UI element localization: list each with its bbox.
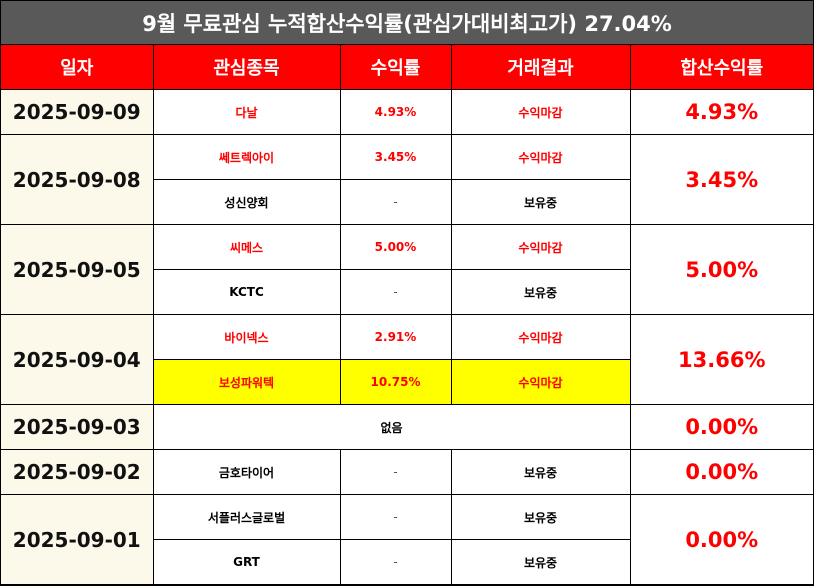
date-cell: 2025-09-08 <box>1 134 154 225</box>
result-cell: 보유중 <box>450 449 631 495</box>
total-return-cell: 4.93% <box>629 89 813 135</box>
stock-cell: 보성파워텍 <box>153 359 341 405</box>
date-cell: 2025-09-03 <box>1 404 154 450</box>
rate-cell: 4.93% <box>339 89 452 135</box>
date-cell: 2025-09-02 <box>1 449 154 495</box>
header-result: 거래결과 <box>450 45 631 90</box>
total-return-cell: 13.66% <box>629 314 813 405</box>
table-row: 2025-09-04 바이넥스 2.91% 수익마감 13.66% <box>1 314 813 405</box>
returns-table: 일자 관심종목 수익률 거래결과 합산수익률 2025-09-09 다날 4.93%… <box>1 45 813 585</box>
rate-cell: - <box>339 449 452 495</box>
result-cell: 보유중 <box>450 179 631 225</box>
date-cell: 2025-09-05 <box>1 224 154 315</box>
stock-cell: 금호타이어 <box>152 449 341 495</box>
table-body: 2025-09-09 다날 4.93% 수익마감 4.93% 2025-09-08 쎄트렉아… <box>1 89 813 585</box>
header-rate: 수익률 <box>339 45 452 90</box>
rate-cell: 2.91% <box>339 314 452 360</box>
result-cell: 보유중 <box>450 269 631 315</box>
date-cell: 2025-09-01 <box>1 494 154 585</box>
result-cell: 보유중 <box>450 539 631 585</box>
header-row: 일자 관심종목 수익률 거래결과 합산수익률 <box>1 45 813 90</box>
table-row: 보성파워텍 10.75% 수익마감 <box>1 359 813 405</box>
result-cell: 보유중 <box>450 494 631 540</box>
stock-cell: 쎄트렉아이 <box>152 134 341 180</box>
result-cell: 수익마감 <box>450 134 631 180</box>
result-cell: 수익마감 <box>450 89 631 135</box>
rate-cell: 10.75% <box>339 359 452 405</box>
table-row: 2025-09-09 다날 4.93% 수익마감 4.93% <box>1 89 813 135</box>
rate-cell: - <box>339 494 452 540</box>
rate-cell: - <box>339 269 452 315</box>
rate-cell: - <box>339 179 452 225</box>
rate-cell: 5.00% <box>339 224 452 270</box>
table-row: 2025-09-01 서플러스글로벌 - 보유중 0.00% <box>1 494 813 585</box>
date-cell: 2025-09-09 <box>1 89 154 135</box>
stock-cell: GRT <box>153 539 341 585</box>
result-cell: 수익마감 <box>450 314 631 360</box>
total-return-cell: 0.00% <box>629 404 813 450</box>
date-cell: 2025-09-04 <box>1 314 154 405</box>
table-row: 2025-09-08 쎄트렉아이 3.45% 수익마감 3.45% <box>1 134 813 225</box>
stock-cell: KCTC <box>153 269 341 315</box>
header-date: 일자 <box>1 45 154 90</box>
stock-cell: 성신양회 <box>153 179 341 225</box>
stock-cell: 서플러스글로벌 <box>152 494 341 540</box>
result-cell: 수익마감 <box>450 359 631 405</box>
total-return-cell: 0.00% <box>629 494 813 585</box>
sheet-title: 9월 무료관심 누적합산수익률(관심가대비최고가) 27.04% <box>1 1 813 45</box>
table-row: 2025-09-03 없음 0.00% <box>1 404 813 450</box>
no-pick-cell: 없음 <box>152 404 631 450</box>
total-return-cell: 5.00% <box>629 224 813 315</box>
table-row: 2025-09-02 금호타이어 - 보유중 0.00% <box>1 449 813 495</box>
stock-cell: 바이넥스 <box>152 314 341 360</box>
header-stock: 관심종목 <box>152 45 341 90</box>
result-cell: 수익마감 <box>450 224 631 270</box>
table-row: 2025-09-05 씨메스 5.00% 수익마감 5.00% <box>1 224 813 315</box>
total-return-cell: 0.00% <box>629 449 813 495</box>
total-return-cell: 3.45% <box>629 134 813 225</box>
stock-cell: 씨메스 <box>152 224 341 270</box>
rate-cell: - <box>339 539 452 585</box>
table-row: GRT - 보유중 <box>1 539 813 585</box>
stock-cell: 다날 <box>152 89 341 135</box>
header-total: 합산수익률 <box>629 45 813 90</box>
rate-cell: 3.45% <box>339 134 452 180</box>
